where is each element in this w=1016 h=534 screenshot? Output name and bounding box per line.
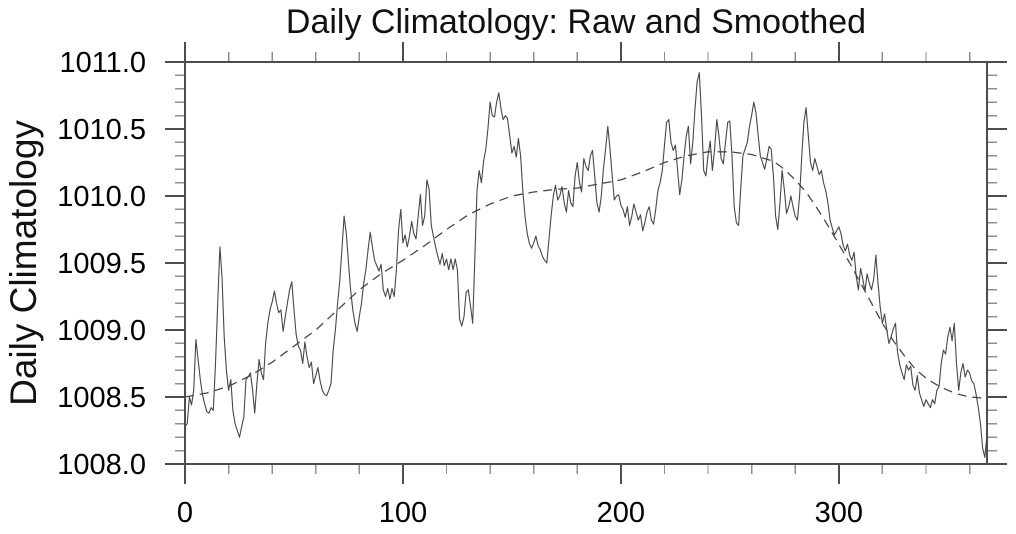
x-tick-label: 300 <box>815 497 863 529</box>
y-tick-labels: 1008.0 1008.5 1009.0 1009.5 1010.0 1010.5 1011… <box>57 47 146 481</box>
x-tick-labels: 0 100 200 300 <box>177 497 863 529</box>
x-tick-label: 0 <box>177 497 193 529</box>
y-tick-label: 1009.0 <box>57 315 146 347</box>
y-tick-label: 1009.5 <box>57 248 146 280</box>
y-minor-ticks <box>175 74 997 452</box>
axis-frame <box>184 61 988 465</box>
smoothed-series-line <box>184 151 988 399</box>
x-major-ticks <box>184 42 840 484</box>
x-tick-label: 200 <box>597 497 645 529</box>
y-tick-label: 1010.5 <box>57 114 146 146</box>
x-tick-label: 100 <box>379 497 427 529</box>
y-tick-label: 1010.0 <box>57 181 146 213</box>
y-tick-label: 1008.5 <box>57 382 146 414</box>
y-major-ticks <box>165 61 1007 465</box>
raw-series-line <box>184 72 988 458</box>
y-tick-label: 1011.0 <box>59 47 146 79</box>
x-minor-ticks <box>227 52 971 474</box>
chart-title: Daily Climatology: Raw and Smoothed <box>285 3 867 41</box>
y-tick-label: 1008.0 <box>57 449 146 481</box>
